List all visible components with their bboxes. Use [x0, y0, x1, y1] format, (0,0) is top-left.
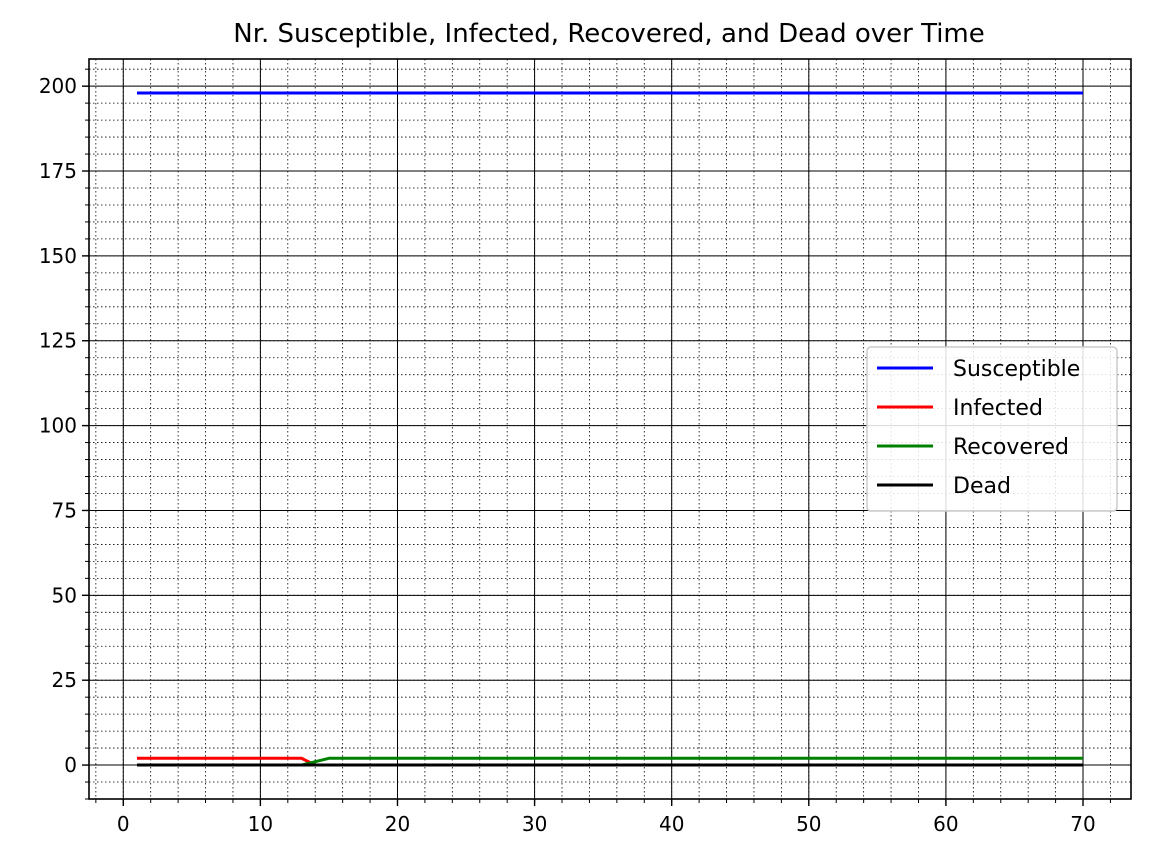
y-tick-label: 150	[39, 244, 77, 268]
major-grid	[89, 59, 1131, 799]
y-axis: 0 25 50 75 100 125 150 175 200	[39, 68, 89, 800]
chart-title: Nr. Susceptible, Infected, Recovered, an…	[233, 19, 985, 49]
legend-label-susceptible: Susceptible	[953, 357, 1080, 382]
legend-label-dead: Dead	[953, 474, 1011, 499]
x-tick-label: 30	[522, 812, 547, 836]
y-tick-label: 75	[52, 498, 77, 522]
y-tick-label: 100	[39, 414, 77, 438]
plot-frame	[88, 58, 1132, 800]
y-tick-label: 125	[39, 329, 77, 353]
x-tick-label: 10	[248, 812, 273, 836]
x-tick-label: 20	[385, 812, 410, 836]
legend-box	[866, 346, 1118, 512]
x-tick-label: 70	[1070, 812, 1095, 836]
legend-label-recovered: Recovered	[953, 435, 1069, 460]
x-tick-label: 50	[796, 812, 821, 836]
x-tick-label: 40	[659, 812, 684, 836]
x-tick-label: 0	[117, 812, 130, 836]
x-tick-label: 60	[933, 812, 958, 836]
y-tick-label: 25	[52, 668, 77, 692]
x-axis: 0 10 20 30 40 50 60 70	[95, 799, 1111, 836]
y-tick-label: 200	[39, 74, 77, 98]
y-tick-label: 175	[39, 159, 77, 183]
y-tick-label: 0	[64, 753, 77, 777]
legend-label-infected: Infected	[953, 396, 1043, 421]
series-layer	[136, 91, 1084, 767]
y-tick-label: 50	[52, 583, 77, 607]
legend: Susceptible Infected Recovered Dead	[866, 346, 1118, 512]
